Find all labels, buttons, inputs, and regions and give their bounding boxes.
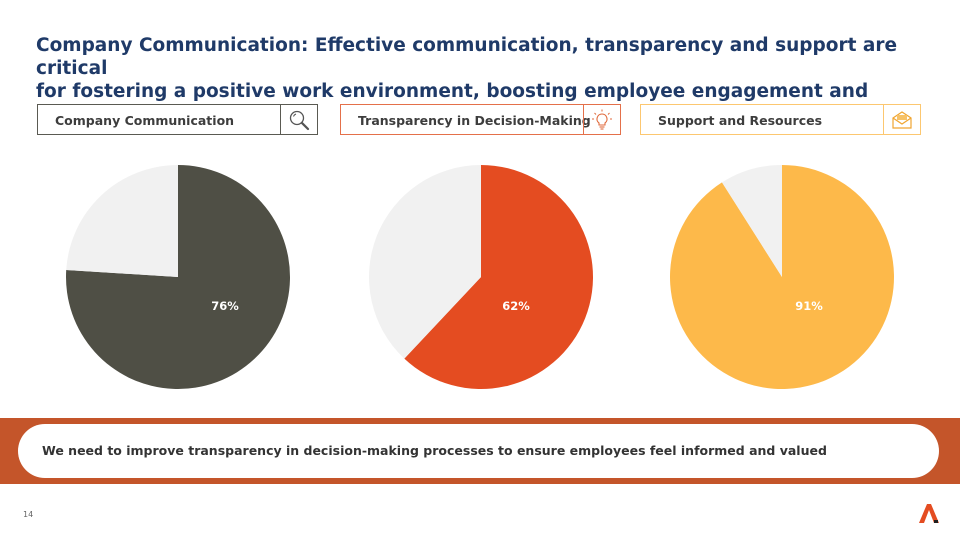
conclusion-banner: We need to improve transparency in decis… xyxy=(0,418,960,484)
conclusion-text: We need to improve transparency in decis… xyxy=(42,443,827,458)
search-icon xyxy=(289,110,310,130)
pie-slice-value xyxy=(65,165,290,389)
card-label: Support and Resources xyxy=(658,113,823,128)
card-icon-box xyxy=(583,105,620,134)
page-number: 14 xyxy=(23,510,34,519)
pie-slice-remainder xyxy=(721,165,782,277)
conclusion-pill: We need to improve transparency in decis… xyxy=(18,424,939,478)
pie-data-label: 76% xyxy=(211,299,239,313)
pie-data-label: 91% xyxy=(795,299,823,313)
card-icon-box xyxy=(883,105,920,134)
page-title-line-1: Company Communication: Effective communi… xyxy=(36,35,898,79)
card-icon-box xyxy=(280,105,317,134)
lightbulb-icon xyxy=(592,109,612,130)
pie-chart-transparency: 62% xyxy=(368,165,593,389)
card-header-transparency: Transparency in Decision-Making xyxy=(340,104,621,135)
pie-slice-value xyxy=(404,165,593,389)
card-header-company-communication: Company Communication xyxy=(37,104,318,135)
pie-chart-support: 91% xyxy=(670,165,894,389)
pie-slice-remainder xyxy=(66,165,178,277)
card-header-support: Support and Resources xyxy=(640,104,921,135)
envelope-icon xyxy=(892,110,912,129)
pie-data-label: 62% xyxy=(502,299,530,313)
card-label: Transparency in Decision-Making xyxy=(358,113,591,128)
pie-slice-remainder xyxy=(368,165,481,359)
card-label: Company Communication xyxy=(55,113,235,128)
company-logo-icon xyxy=(919,504,939,523)
pie-chart-company-communication: 76% xyxy=(65,165,290,389)
